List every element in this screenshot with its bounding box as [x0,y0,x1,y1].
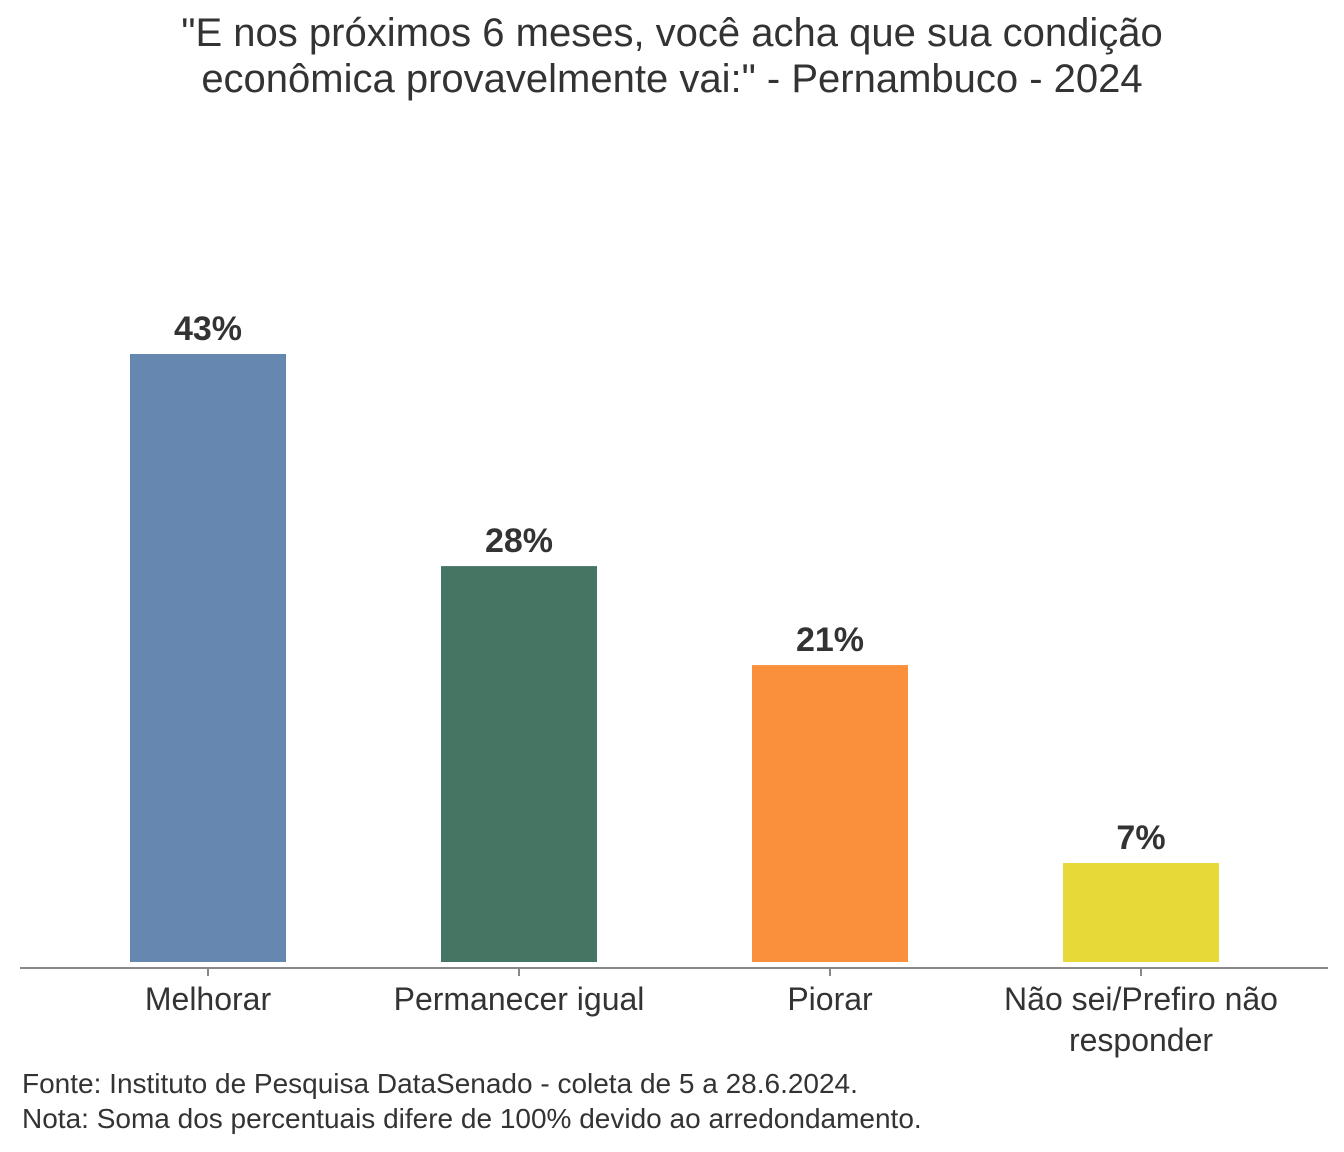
data-label-3: 7% [1116,819,1165,857]
bar-3 [1063,863,1219,962]
data-label-0: 43% [174,310,242,348]
source-note: Fonte: Instituto de Pesquisa DataSenado … [22,1068,858,1099]
footnote: Nota: Soma dos percentuais difere de 100… [22,1103,922,1134]
x-tick-label-2: Piorar [787,981,873,1017]
chart-title: "E nos próximos 6 meses, você acha que s… [0,10,1344,102]
x-tick-label-3-line-2: responder [1069,1022,1213,1058]
x-tick-label-3: Não sei/Prefiro não [1004,981,1278,1017]
data-label-2: 21% [796,621,864,659]
x-tick-label-1: Permanecer igual [394,981,645,1017]
data-label-1: 28% [485,522,553,560]
bar-2 [752,665,908,962]
bar-1 [441,566,597,962]
chart-title-line-1: "E nos próximos 6 meses, você acha que s… [181,11,1163,55]
bar-0 [130,354,286,962]
chart-title-line-2: econômica provavelmente vai:" - Pernambu… [201,57,1143,101]
x-tick-label-0: Melhorar [145,981,272,1017]
